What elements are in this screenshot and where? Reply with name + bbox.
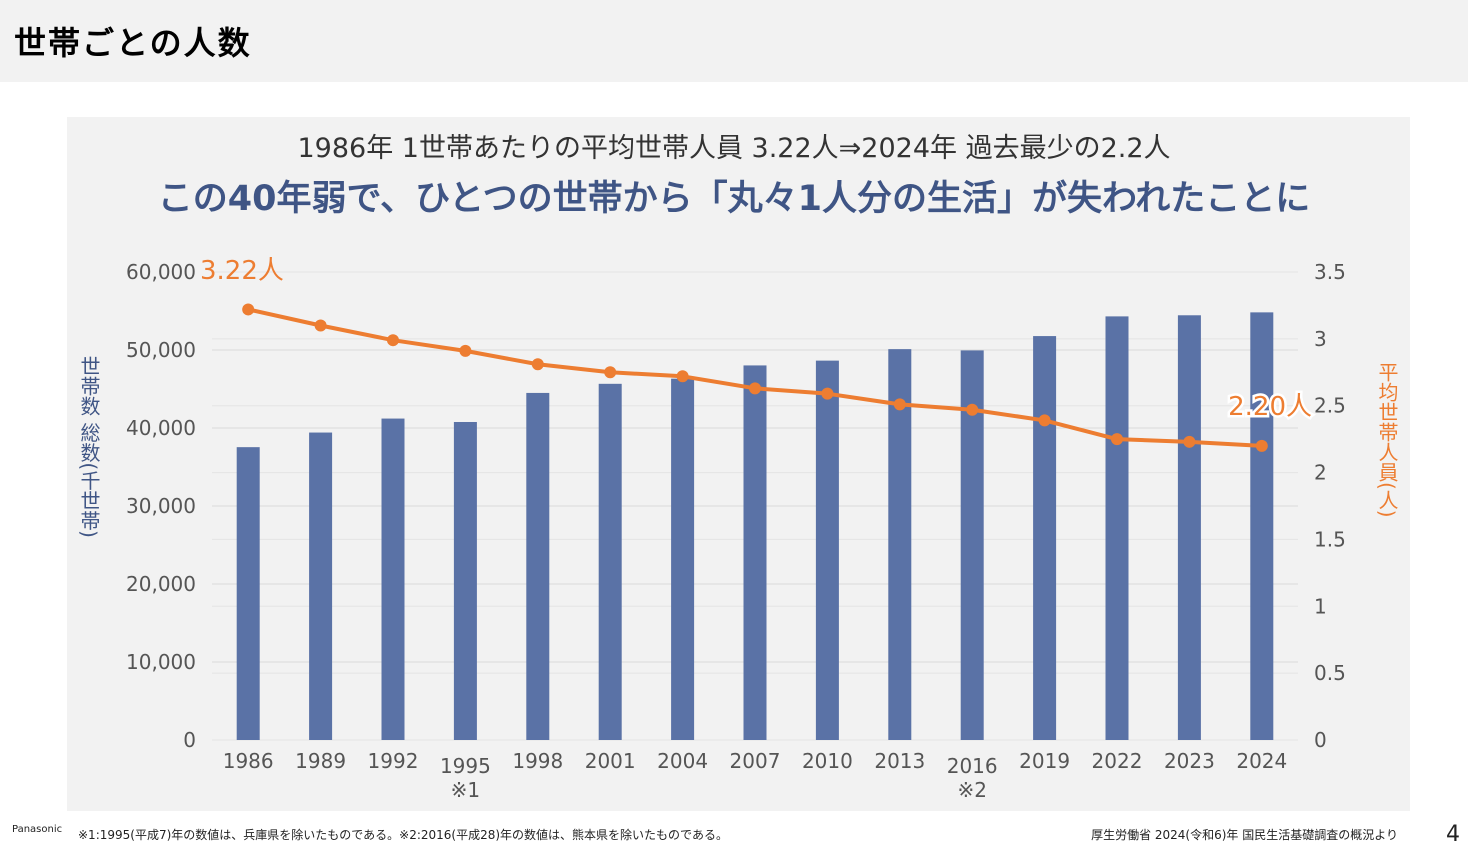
right-axis-ticks: 0 0.5 1 1.5 2 2.5 3 3.5 (1314, 260, 1346, 752)
bar (1177, 315, 1201, 740)
right-axis-tick-label: 3.5 (1314, 260, 1346, 284)
right-axis-tick-label: 2 (1314, 461, 1327, 485)
bar (888, 349, 912, 740)
line-point (1111, 433, 1123, 446)
bar (743, 365, 767, 740)
bar (960, 350, 984, 740)
bar (526, 392, 550, 740)
x-axis-tick-label: 1998 (512, 749, 563, 773)
annotations: 3.22人 2.20人 (200, 256, 1315, 425)
annotation-end-value: 2.20人 (1228, 392, 1312, 422)
left-axis-tick-label: 0 (183, 728, 196, 752)
line-point (314, 319, 327, 332)
line-point (604, 366, 617, 379)
header-bar: 世帯ごとの人数 (0, 0, 1468, 82)
bar (1250, 312, 1274, 740)
right-axis-tick-label: 1.5 (1314, 527, 1346, 551)
right-axis-tick-label: 0.5 (1314, 661, 1346, 685)
line-point (1183, 435, 1196, 448)
headline-emphasis: この40年弱で、ひとつの世帯から「丸々1人分の生活」が失われたことに (157, 179, 1311, 219)
line-point (242, 303, 255, 316)
bar (453, 421, 477, 740)
line-point (1038, 414, 1051, 427)
bar-series (236, 312, 1274, 740)
line-point (966, 403, 979, 416)
bar (236, 447, 260, 740)
x-axis-ticks: 1986 1989 1992 1995※1 1998 2001 2004 2007 2010 20… (223, 749, 1288, 802)
right-axis-tick-label: 0 (1314, 728, 1327, 752)
left-axis-tick-label: 50,000 (126, 338, 196, 362)
left-axis-tick-label: 10,000 (126, 650, 196, 674)
x-axis-tick-label: 2024 (1236, 749, 1287, 773)
x-axis-tick-label: 2019 (1019, 749, 1070, 773)
source-citation: 厚生労働省 2024(令和6)年 国民生活基礎調査の概況より (1091, 828, 1398, 842)
x-axis-tick-label: 2007 (730, 749, 781, 773)
left-axis-tick-label: 40,000 (126, 416, 196, 440)
bar (1105, 316, 1129, 740)
right-axis-tick-label: 3 (1314, 327, 1327, 351)
bar (1033, 336, 1057, 740)
page-number: 4 (1446, 822, 1460, 847)
x-axis-tick-label: 1992 (368, 749, 419, 773)
line-point (531, 358, 544, 371)
right-axis-tick-label: 2.5 (1314, 394, 1346, 418)
left-axis-title: 世帯数 総数(千世帯) (77, 356, 101, 538)
x-axis-tick-label: 1995 (440, 754, 491, 778)
line-point (1255, 439, 1268, 452)
footnote: ※1:1995(平成7)年の数値は、兵庫県を除いたものである。※2:2016(平… (78, 828, 728, 842)
x-axis-tick-label: 2022 (1092, 749, 1143, 773)
page-title: 世帯ごとの人数 (14, 24, 252, 62)
right-axis-title: 平均世帯人員(人) (1375, 362, 1399, 518)
line-series (242, 303, 1268, 452)
headline-summary: 1986年 1世帯あたりの平均世帯人員 3.22人⇒2024年 過去最少の2.2… (297, 133, 1171, 164)
bar (381, 418, 405, 740)
x-axis-tick-note: ※1 (451, 778, 480, 802)
x-axis-tick-label: 1989 (295, 749, 346, 773)
line-point (459, 344, 472, 357)
bar (309, 432, 333, 740)
brand-logo-text: Panasonic (12, 824, 63, 835)
x-axis-tick-label: 2013 (874, 749, 925, 773)
annotation-start-value: 3.22人 (200, 256, 284, 286)
bar (598, 383, 622, 740)
x-axis-tick-label: 2001 (585, 749, 636, 773)
x-axis-tick-note: ※2 (957, 778, 986, 802)
line-point (893, 398, 906, 411)
left-axis-tick-label: 20,000 (126, 572, 196, 596)
bar (671, 378, 695, 740)
left-axis-ticks: 0 10,000 20,000 30,000 40,000 50,000 60,000 (126, 260, 196, 752)
line-point (749, 382, 761, 395)
x-axis-tick-label: 2023 (1164, 749, 1215, 773)
x-axis-tick-label: 2010 (802, 749, 853, 773)
bar (815, 360, 839, 740)
left-axis-tick-label: 30,000 (126, 494, 196, 518)
right-axis-tick-label: 1 (1314, 594, 1327, 618)
x-axis-tick-label: 2016 (947, 754, 998, 778)
left-axis-tick-label: 60,000 (126, 260, 196, 284)
line-point (821, 387, 834, 400)
line-point (387, 334, 399, 347)
x-axis-tick-label: 1986 (223, 749, 274, 773)
x-axis-tick-label: 2004 (657, 749, 708, 773)
line-point (676, 370, 689, 383)
